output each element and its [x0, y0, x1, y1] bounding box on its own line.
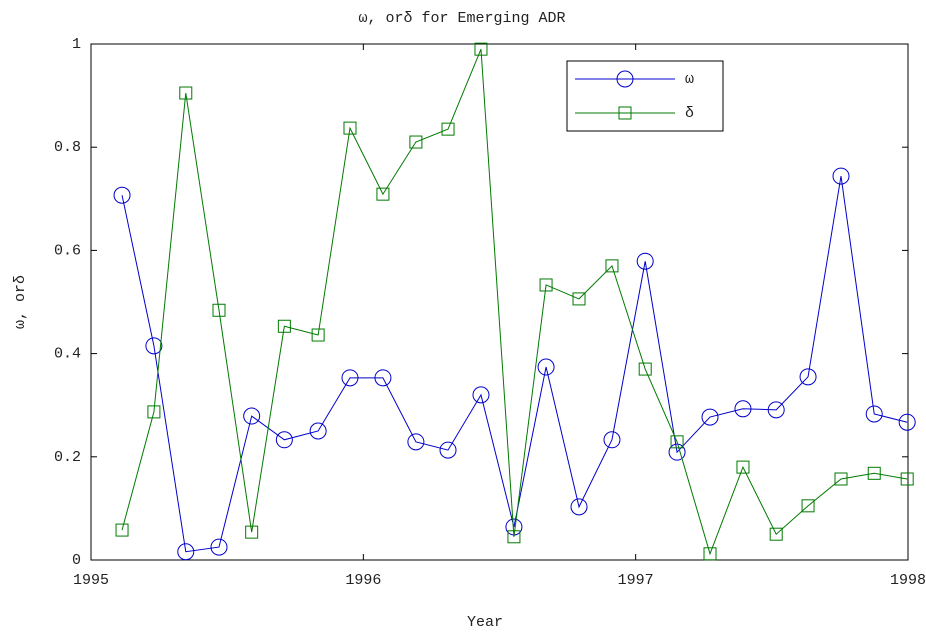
marker	[113, 186, 131, 204]
marker	[801, 499, 815, 513]
marker	[736, 460, 750, 474]
series-line	[121, 48, 908, 556]
marker	[245, 525, 259, 539]
marker	[572, 292, 586, 306]
marker	[243, 407, 261, 425]
marker	[407, 433, 425, 451]
marker	[603, 431, 621, 449]
y-axis-label: ω, orδ	[12, 275, 29, 329]
marker	[472, 386, 490, 404]
marker	[734, 400, 752, 418]
marker	[539, 278, 553, 292]
x-tick-label: 1996	[345, 572, 381, 589]
marker	[867, 466, 881, 480]
marker	[474, 42, 488, 56]
marker	[441, 122, 455, 136]
marker	[668, 443, 686, 461]
marker	[343, 121, 357, 135]
marker	[636, 252, 654, 270]
marker	[507, 530, 521, 544]
y-tick-label: 0.6	[54, 242, 81, 259]
y-tick-label: 1	[72, 36, 81, 53]
marker	[311, 328, 325, 342]
y-tick-label: 0	[72, 552, 81, 569]
x-axis-label: Year	[467, 614, 503, 631]
legend-label: δ	[685, 105, 694, 122]
marker	[275, 431, 293, 449]
marker	[277, 319, 291, 333]
marker	[341, 369, 359, 387]
marker	[618, 106, 632, 120]
marker	[179, 86, 193, 100]
marker	[212, 303, 226, 317]
y-tick-label: 0.8	[54, 139, 81, 156]
legend-label: ω	[685, 71, 694, 88]
legend-box	[566, 60, 724, 132]
marker	[900, 472, 914, 486]
y-tick-label: 0.4	[54, 346, 81, 363]
marker	[670, 435, 684, 449]
marker	[177, 543, 195, 561]
x-tick-label: 1997	[618, 572, 654, 589]
marker	[865, 405, 883, 423]
marker	[537, 358, 555, 376]
marker	[701, 408, 719, 426]
chart-title: ω, orδ for Emerging ADR	[358, 10, 565, 27]
marker	[767, 401, 785, 419]
marker	[210, 538, 228, 556]
marker	[616, 70, 634, 88]
marker	[409, 135, 423, 149]
marker	[769, 527, 783, 541]
marker	[834, 472, 848, 486]
marker	[570, 498, 588, 516]
marker	[703, 547, 717, 561]
marker	[799, 368, 817, 386]
plot-frame	[90, 43, 909, 561]
marker	[605, 259, 619, 273]
marker	[376, 187, 390, 201]
marker	[898, 413, 916, 431]
marker	[832, 167, 850, 185]
marker	[115, 523, 129, 537]
marker	[309, 422, 327, 440]
marker	[638, 362, 652, 376]
y-tick-label: 0.2	[54, 449, 81, 466]
marker	[147, 405, 161, 419]
marker	[145, 337, 163, 355]
x-tick-label: 1998	[890, 572, 926, 589]
marker	[439, 441, 457, 459]
series-line	[121, 176, 908, 553]
marker	[374, 369, 392, 387]
x-tick-label: 1995	[73, 572, 109, 589]
